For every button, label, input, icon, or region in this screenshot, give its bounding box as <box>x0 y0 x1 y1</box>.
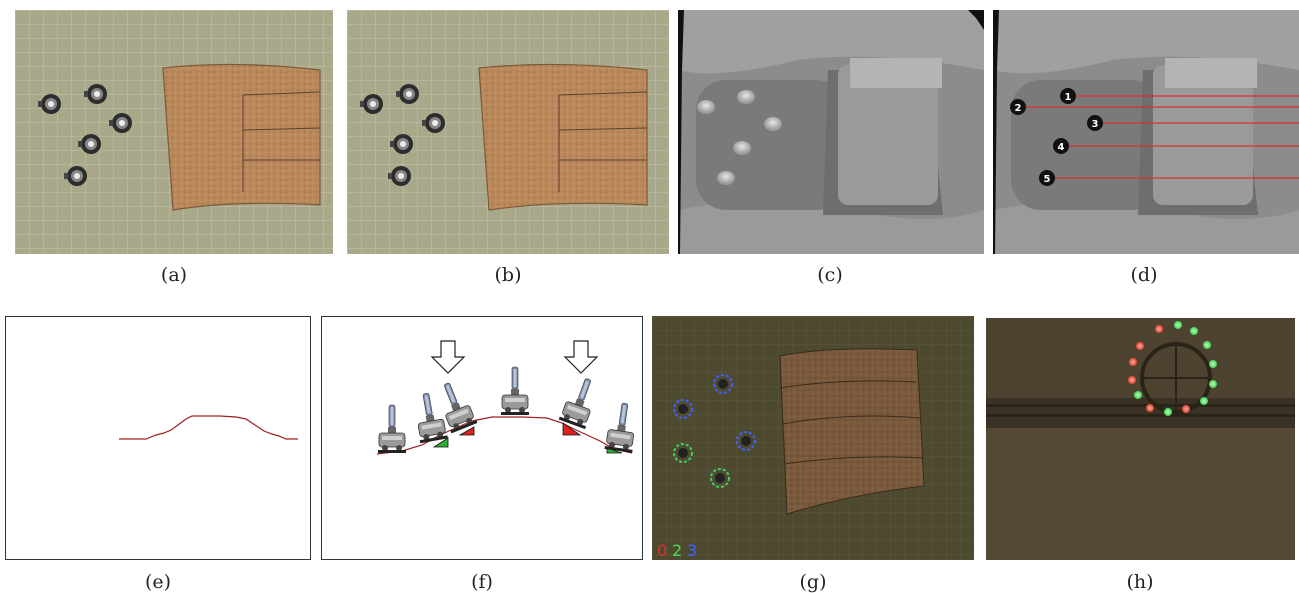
depth-marker-5: 5 <box>1044 174 1051 185</box>
caption-a: (a) <box>160 264 188 286</box>
panel-e-profile <box>5 316 311 560</box>
caption-c: (c) <box>817 264 843 286</box>
depth-marker-3: 3 <box>1092 119 1099 130</box>
led-ring-icon <box>1128 321 1217 416</box>
panel-a-camera-image <box>15 10 333 254</box>
robot-id-2-label: 2 <box>672 541 682 560</box>
depth-marker-4: 4 <box>1058 142 1065 153</box>
panel-h-led-ring-image <box>986 318 1295 560</box>
profile-line <box>376 416 633 455</box>
panel-g-tracking-image: 0 2 3 <box>652 316 974 560</box>
panel-d-depth-markers: 1 2 3 4 5 <box>993 10 1299 254</box>
caption-e: (e) <box>144 571 172 593</box>
profile-line <box>119 415 298 440</box>
caption-h: (h) <box>1126 571 1154 593</box>
depth-marker-circles <box>1010 88 1103 186</box>
panel-b-camera-image <box>347 10 669 254</box>
panel-f-robots-on-profile <box>321 316 643 560</box>
caption-b: (b) <box>494 264 522 286</box>
caption-d: (d) <box>1130 264 1158 286</box>
caption-f: (f) <box>471 571 493 593</box>
panel-c-depth-image <box>678 10 984 254</box>
robot-id-0-label: 0 <box>657 541 667 560</box>
robot-id-3-label: 3 <box>687 541 697 560</box>
robot-icon <box>377 366 640 454</box>
caption-g: (g) <box>799 571 827 593</box>
depth-marker-2: 2 <box>1015 103 1022 114</box>
depth-marker-1: 1 <box>1065 92 1072 103</box>
